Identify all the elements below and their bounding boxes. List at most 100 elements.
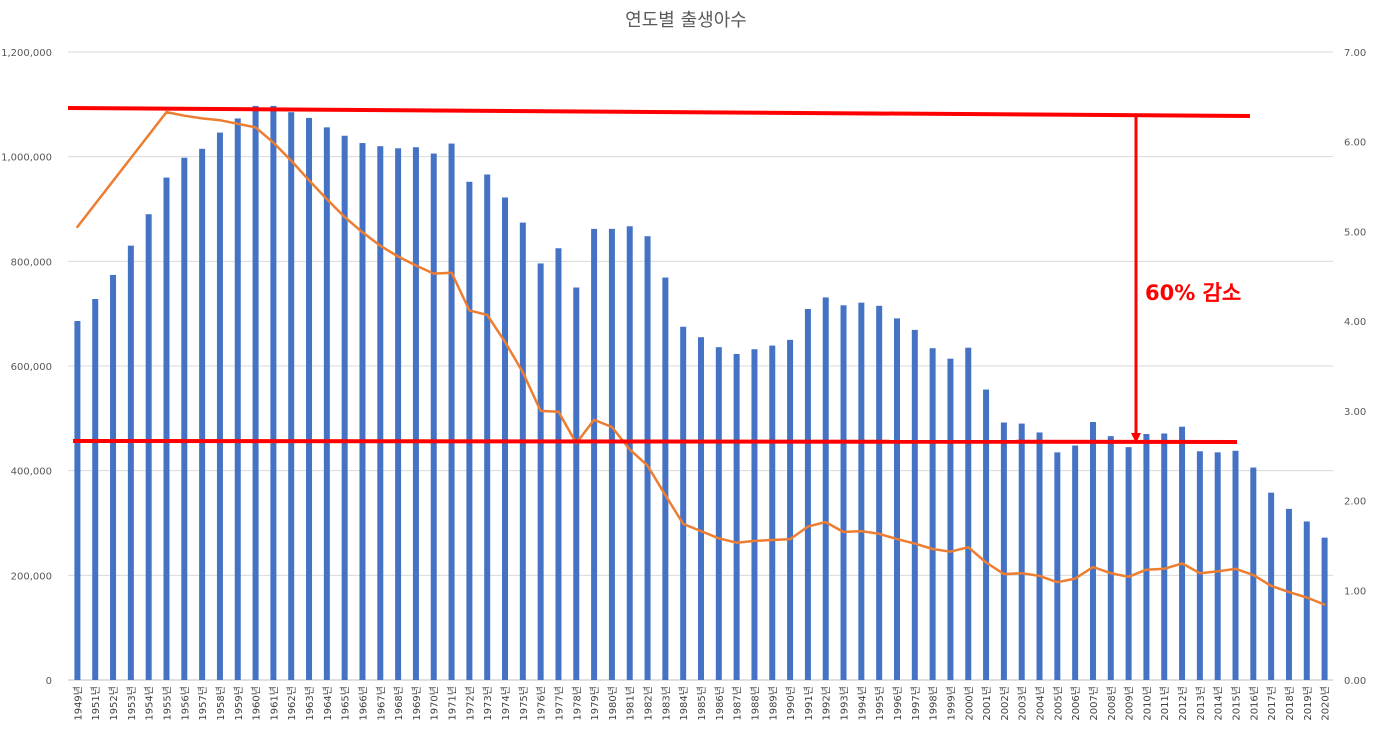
x-tick-label: 2019년 — [1302, 686, 1314, 721]
x-tick-label: 2000년 — [963, 686, 975, 721]
x-tick-label: 1989년 — [767, 686, 779, 721]
bar — [893, 318, 900, 680]
bar — [127, 245, 134, 680]
upper-reference-line — [67, 106, 1251, 118]
bar — [199, 148, 206, 681]
x-tick-label: 2004년 — [1035, 686, 1047, 721]
x-tick-label: 1992년 — [821, 686, 833, 721]
bar — [698, 337, 704, 680]
bar — [1161, 433, 1168, 680]
bar — [983, 389, 990, 680]
x-tick-label: 1991년 — [803, 686, 815, 721]
bar — [1107, 436, 1114, 680]
x-tick-label: 1976년 — [536, 686, 548, 721]
bar — [804, 308, 811, 680]
left-tick-label: 800,000 — [11, 257, 52, 268]
bar — [680, 326, 687, 680]
x-tick-label: 1962년 — [286, 686, 298, 721]
bar — [234, 118, 241, 681]
x-tick-label: 1954년 — [144, 686, 156, 721]
x-tick-label: 1965년 — [340, 686, 352, 721]
bar — [359, 143, 366, 680]
x-tick-label: 1979년 — [589, 686, 601, 721]
bar — [822, 297, 829, 680]
x-tick-label: 1969년 — [411, 686, 423, 721]
x-tick-label: 1982년 — [643, 686, 655, 721]
x-tick-label: 2008년 — [1106, 686, 1118, 721]
bar — [644, 236, 651, 681]
left-tick-label: 1,000,000 — [1, 153, 52, 164]
bar — [555, 248, 562, 680]
x-tick-label: 1980년 — [607, 686, 619, 721]
bar — [412, 147, 419, 680]
right-tick-label: 4.00 — [1344, 317, 1366, 328]
x-tick-label: 2018년 — [1284, 686, 1296, 721]
right-tick-label: 1.00 — [1344, 586, 1366, 597]
right-y-axis: 0.00 1.00 2.00 3.00 4.00 5.00 6.00 7.00 — [1344, 48, 1366, 687]
x-tick-label: 1998년 — [928, 686, 940, 721]
x-tick-label: 1964년 — [322, 686, 334, 721]
lower-reference-line — [72, 439, 1238, 444]
x-tick-label: 2015년 — [1231, 686, 1243, 721]
right-tick-label: 5.00 — [1344, 227, 1366, 238]
bar — [110, 274, 117, 680]
right-tick-label: 6.00 — [1344, 138, 1366, 149]
bar — [1285, 508, 1292, 680]
x-tick-label: 1993년 — [839, 686, 851, 721]
bar — [787, 339, 794, 680]
x-tick-label: 2002년 — [999, 686, 1011, 721]
bar — [181, 157, 188, 681]
bar — [466, 181, 473, 680]
bar — [519, 222, 526, 680]
bar — [430, 153, 437, 680]
x-tick-label: 1968년 — [393, 686, 405, 721]
x-tick-label: 2013년 — [1195, 686, 1207, 721]
x-tick-label: 1981년 — [625, 686, 637, 721]
x-axis: 1949년 1951년 1952년 1953년 1954년 1955년 1956년 1957년… — [72, 686, 1331, 721]
bar — [448, 143, 455, 681]
bar — [252, 105, 259, 681]
bar — [662, 277, 669, 680]
bar — [502, 197, 509, 680]
bar — [929, 348, 936, 680]
bar — [751, 349, 758, 680]
right-tick-label: 3.00 — [1344, 407, 1366, 418]
left-tick-label: 200,000 — [11, 571, 52, 582]
x-tick-label: 1973년 — [482, 686, 494, 721]
left-y-axis: 0 200,000 400,000 600,000 800,000 1,000,000 1,… — [1, 48, 52, 687]
x-tick-label: 1978년 — [571, 686, 583, 721]
left-tick-label: 400,000 — [11, 467, 52, 478]
bar — [1303, 521, 1310, 680]
bar — [306, 117, 313, 680]
bar — [715, 347, 722, 680]
right-tick-label: 0.00 — [1344, 676, 1366, 687]
line-path — [76, 110, 1326, 606]
x-tick-label: 1966년 — [357, 686, 369, 721]
bar — [74, 320, 81, 680]
x-tick-label: 1956년 — [179, 686, 191, 721]
decline-label: 60% 감소 — [1145, 281, 1241, 305]
x-tick-label: 2001년 — [981, 686, 993, 721]
bar — [92, 299, 99, 680]
x-tick-label: 2014년 — [1213, 686, 1225, 721]
x-tick-label: 1951년 — [90, 686, 102, 721]
bar — [1036, 432, 1043, 680]
x-tick-label: 1987년 — [732, 686, 744, 721]
x-tick-label: 2009년 — [1124, 686, 1136, 721]
x-tick-label: 2007년 — [1088, 686, 1100, 721]
x-tick-label: 1997년 — [910, 686, 922, 721]
x-tick-label: 1990년 — [785, 686, 797, 721]
x-tick-label: 1953년 — [126, 686, 138, 721]
x-tick-label: 2016년 — [1248, 686, 1260, 721]
x-tick-label: 1957년 — [197, 686, 209, 721]
bar — [537, 263, 544, 680]
x-tick-label: 1988년 — [749, 686, 761, 721]
x-tick-label: 1955년 — [161, 686, 173, 721]
bar — [1232, 450, 1239, 680]
bar — [270, 105, 277, 681]
right-tick-label: 7.00 — [1344, 48, 1366, 59]
bar — [323, 127, 330, 681]
bar — [911, 329, 918, 680]
left-tick-label: 600,000 — [11, 362, 52, 373]
x-tick-label: 1986년 — [714, 686, 726, 721]
